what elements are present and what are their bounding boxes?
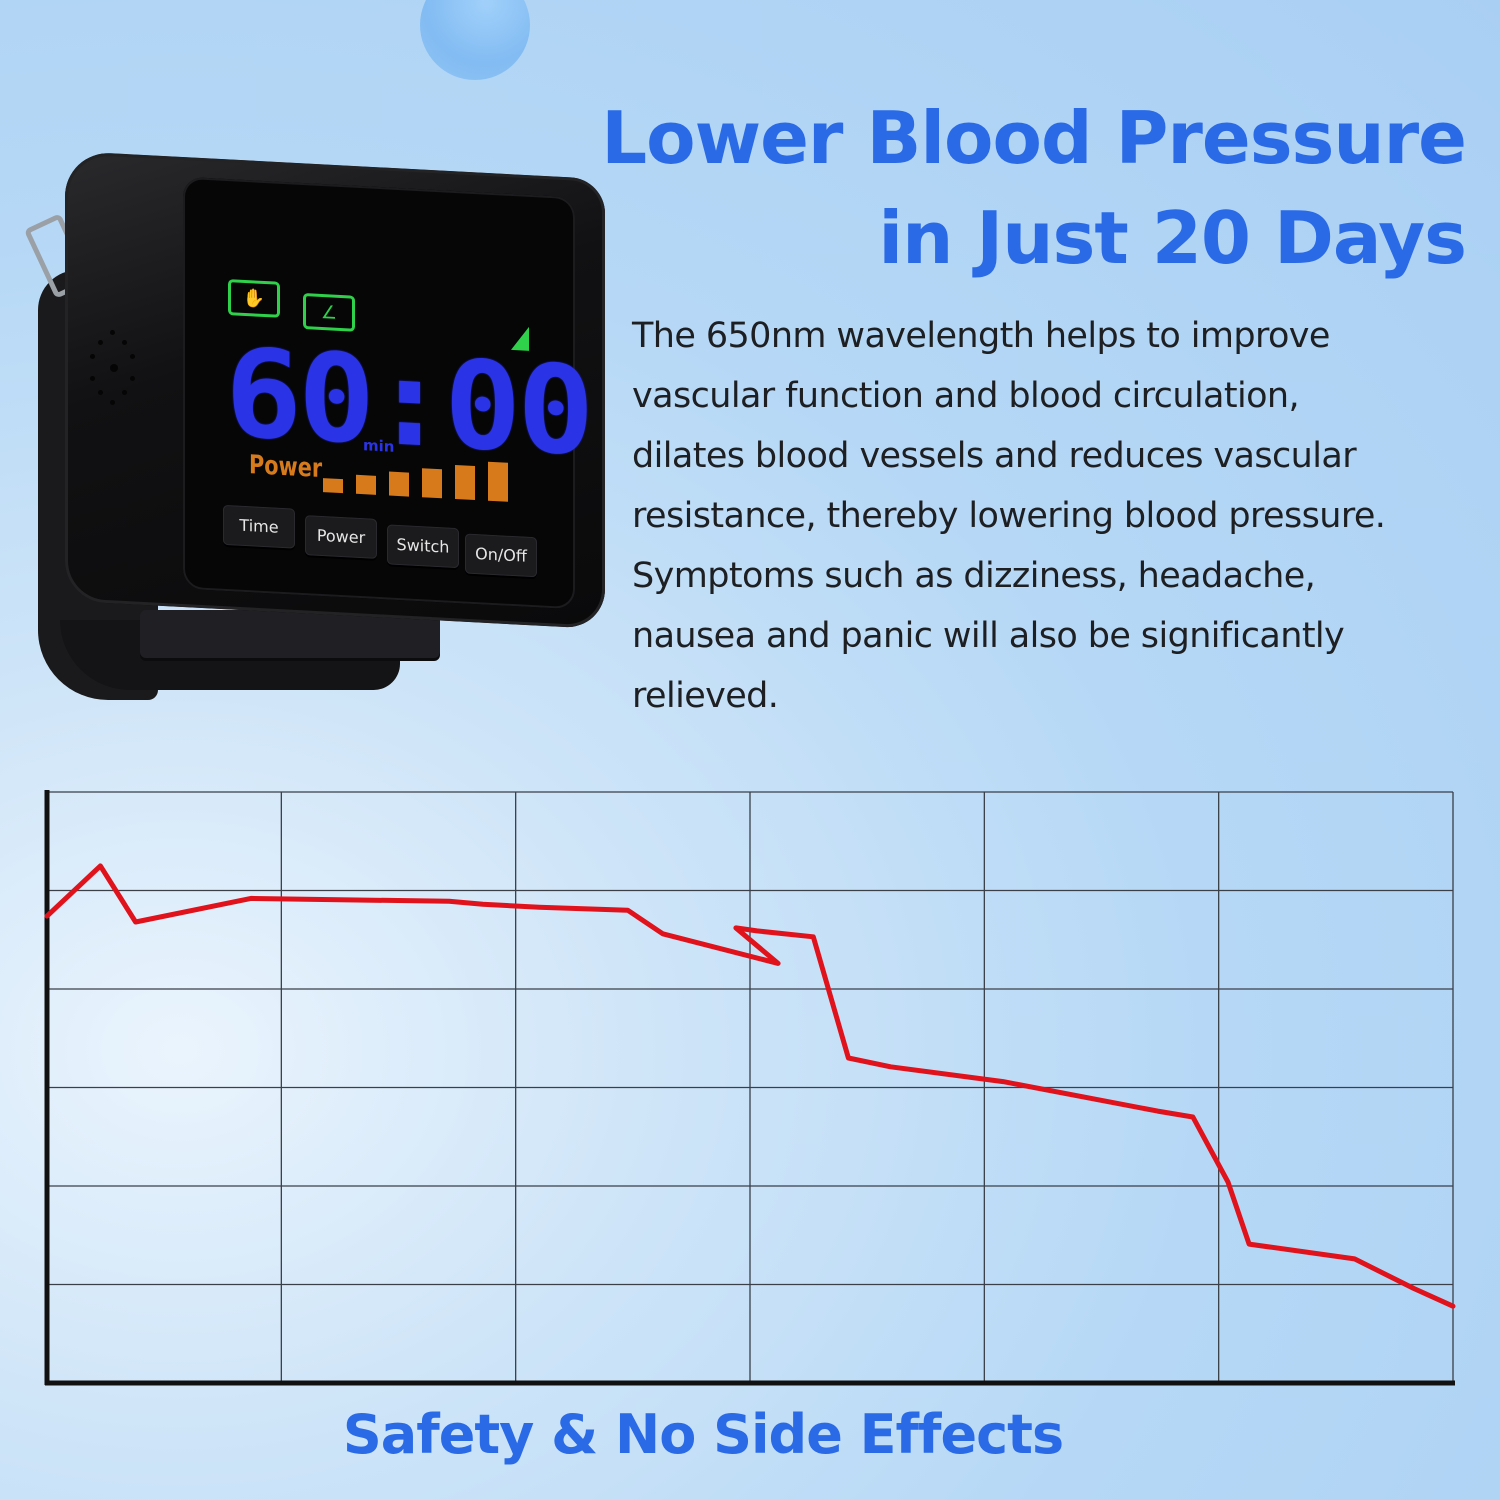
device-clip <box>140 610 440 658</box>
wrist-device: ✋ ∠ 60:00 min Power Time Power Switch On… <box>20 150 605 700</box>
title-line-2: in Just 20 Days <box>878 196 1467 280</box>
description: The 650nm wavelength helps to improve va… <box>632 306 1472 726</box>
description-line: vascular function and blood circulation, <box>632 376 1300 416</box>
description-line: Symptoms such as dizziness, headache, <box>632 556 1316 596</box>
page-title: Lower Blood Pressure in Just 20 Days <box>601 88 1467 288</box>
title-line-1: Lower Blood Pressure <box>601 96 1467 180</box>
description-line: dilates blood vessels and reduces vascul… <box>632 436 1357 476</box>
description-line: resistance, thereby lowering blood press… <box>632 496 1386 536</box>
footer-tagline: Safety & No Side Effects <box>342 1403 1064 1466</box>
description-line: The 650nm wavelength helps to improve <box>632 316 1330 356</box>
speaker-grille-icon <box>90 330 140 410</box>
description-line: relieved. <box>632 676 779 716</box>
series-line <box>44 863 1456 1309</box>
description-line: nausea and panic will also be significan… <box>632 616 1345 656</box>
